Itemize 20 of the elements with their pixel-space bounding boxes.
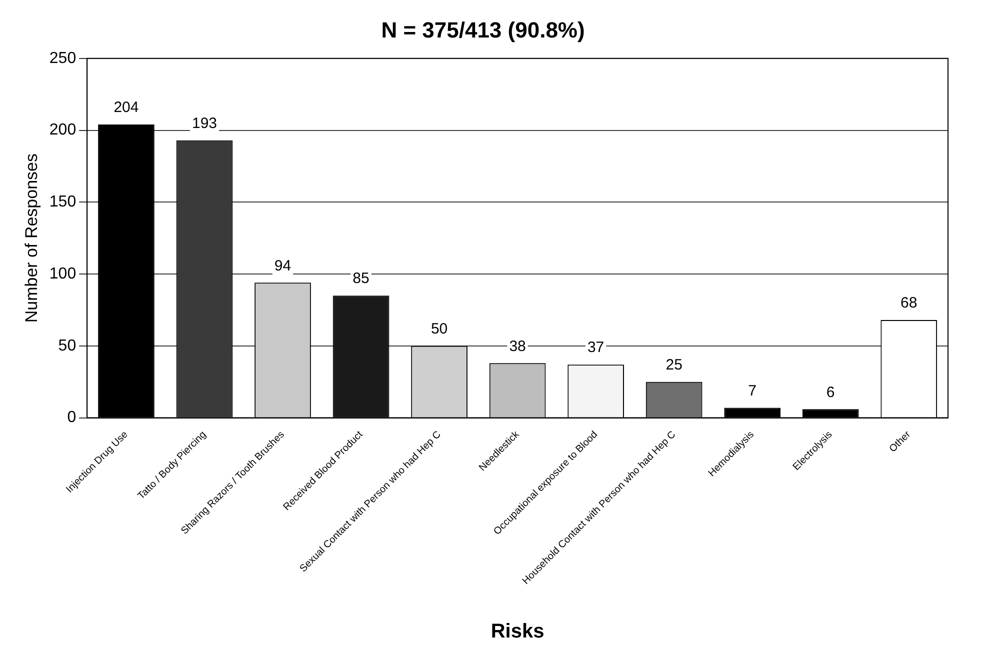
chart-title: N = 375/413 (90.8%) — [381, 17, 585, 42]
y-axis-title: Number of Responses — [22, 154, 41, 323]
y-tick-label: 50 — [58, 337, 76, 354]
y-tick-label: 200 — [49, 122, 76, 139]
data-label: 94 — [274, 257, 292, 274]
data-label: 6 — [826, 384, 835, 401]
data-label: 68 — [900, 294, 918, 312]
data-label: 193 — [192, 114, 218, 132]
x-axis-title: Risks — [490, 620, 544, 643]
y-tick-label: 150 — [49, 194, 76, 211]
y-tick-label: 0 — [67, 409, 76, 426]
data-label: 37 — [587, 339, 604, 356]
y-tick-label: 100 — [49, 265, 76, 282]
data-label: 38 — [509, 338, 526, 355]
data-label: 7 — [748, 382, 757, 400]
data-label: 50 — [430, 320, 448, 338]
data-label: 204 — [114, 99, 139, 116]
y-tick-label: 250 — [49, 50, 76, 67]
data-label: 85 — [352, 270, 370, 288]
data-label: 25 — [666, 356, 682, 374]
